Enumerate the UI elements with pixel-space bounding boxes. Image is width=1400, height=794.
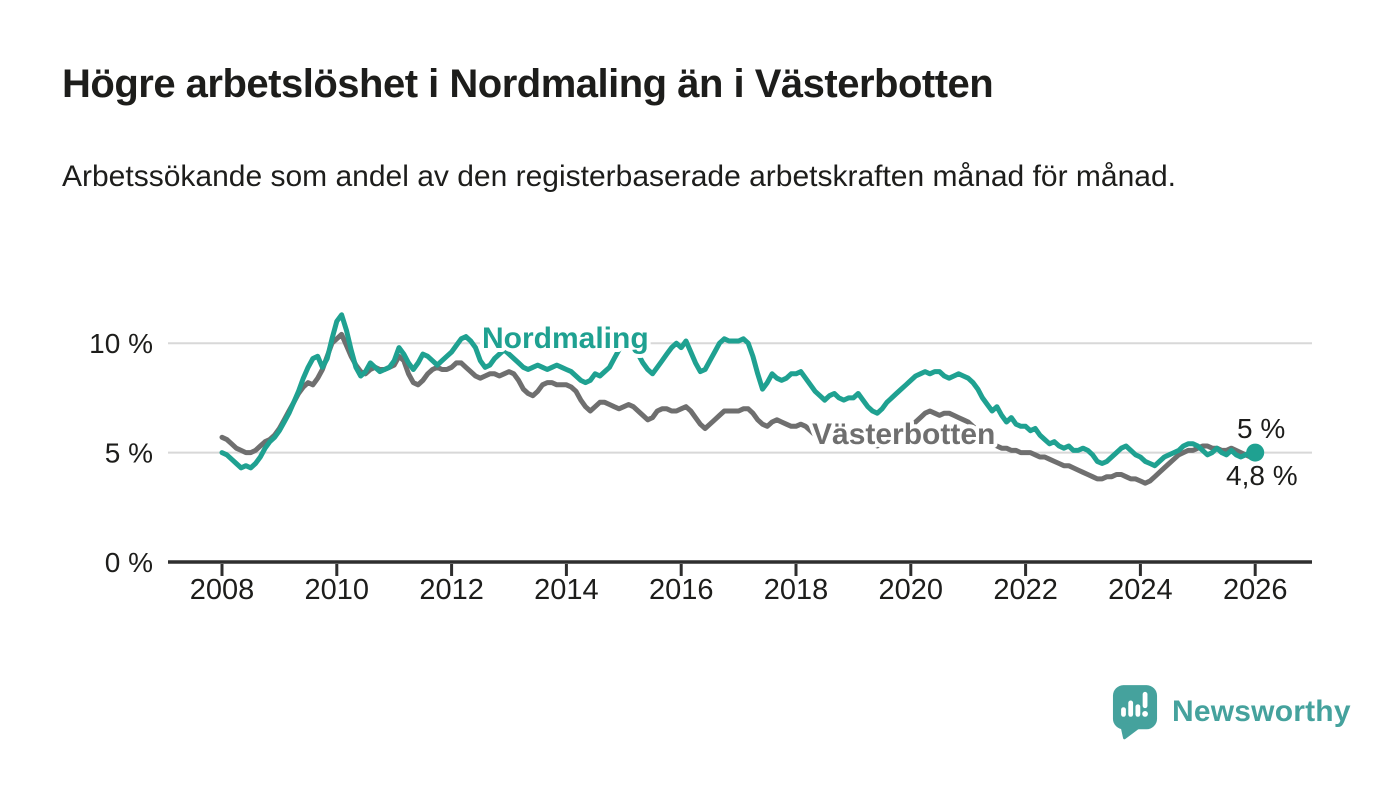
- x-axis-label: 2016: [649, 574, 714, 606]
- x-axis-label: 2018: [764, 574, 829, 606]
- exclamation-glyph: [1142, 691, 1148, 717]
- bar-chart-glyph: [1121, 700, 1141, 717]
- annotations: Nordmaling Västerbotten 5 % 4,8 %: [478, 318, 1302, 495]
- chart-title: Högre arbetslöshet i Nordmaling än i Väs…: [62, 62, 994, 106]
- x-axis: [168, 560, 1312, 576]
- series-line-västerbotten: [219, 331, 1258, 486]
- x-axis-label: 2020: [879, 574, 944, 606]
- y-axis-label: 0 %: [105, 547, 153, 578]
- bar-chart-pin-icon: [1112, 685, 1158, 740]
- series-label-nordmaling: Nordmaling: [482, 322, 649, 355]
- x-axis-label: 2010: [305, 574, 370, 606]
- x-axis-label: 2026: [1223, 574, 1288, 606]
- brand-name: Newsworthy: [1172, 695, 1351, 728]
- end-value-vasterbotten: 4,8 %: [1226, 460, 1298, 491]
- chart-subtitle: Arbetssökande som andel av den registerb…: [62, 160, 1176, 193]
- axis-tick-labels: 0 % 5 % 10 % 2008 2010 2012 2014 2016 2018 2020 20…: [89, 328, 1287, 606]
- y-axis-label: 5 %: [105, 438, 153, 469]
- x-axis-label: 2014: [534, 574, 599, 606]
- x-axis-label: 2022: [993, 574, 1058, 606]
- series-line-nordmaling: [219, 312, 1258, 471]
- newsworthy-brand: Newsworthy: [1112, 684, 1351, 740]
- x-axis-label: 2008: [190, 574, 255, 606]
- data-series: [219, 312, 1265, 486]
- x-axis-label: 2012: [419, 574, 484, 606]
- y-axis-label: 10 %: [89, 328, 153, 359]
- end-value-nordmaling: 5 %: [1237, 413, 1285, 444]
- x-axis-label: 2024: [1108, 574, 1173, 606]
- series-label-vasterbotten: Västerbotten: [812, 418, 995, 451]
- gridlines: [168, 342, 1312, 454]
- series-end-dot: [1246, 443, 1265, 462]
